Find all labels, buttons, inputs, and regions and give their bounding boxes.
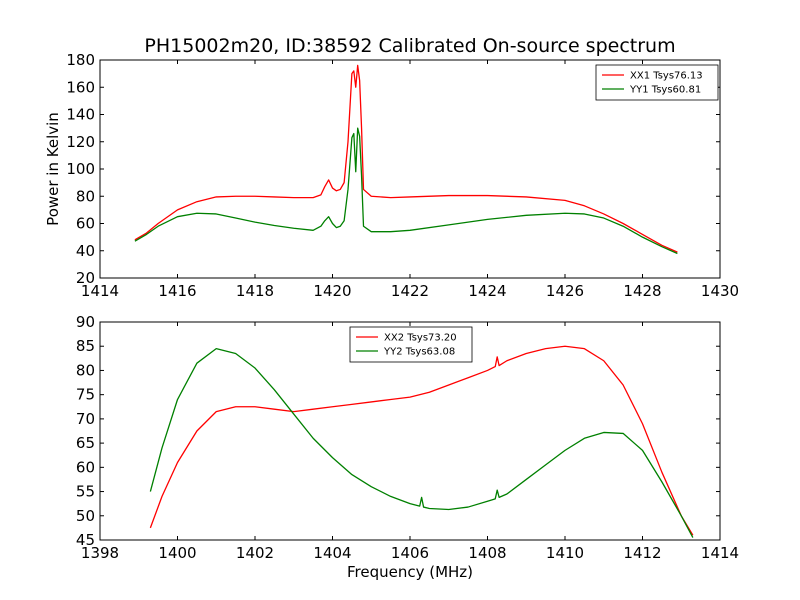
legend: XX2 Tsys73.20 YY2 Tsys63.08 [349,326,473,363]
series-line-xx1 [134,64,678,253]
figure-title: PH15002m20, ID:38592 Calibrated On-sourc… [144,35,675,57]
y-axis-label: Power in Kelvin [44,112,62,226]
x-tick-label: 1398 [81,544,119,562]
series-line-xx2 [149,345,694,536]
x-tick-label: 1414 [81,282,119,300]
x-tick-label: 1410 [546,544,584,562]
legend-label: XX2 Tsys73.20 [384,333,457,344]
legend-label: YY1 Tsys60.81 [629,85,701,96]
y-tick-label: 90 [76,313,95,331]
legend-label: YY2 Tsys63.08 [383,347,455,358]
x-tick-label: 1426 [546,282,584,300]
y-tick-label: 140 [66,106,95,124]
legend: XX1 Tsys76.13 YY1 Tsys60.81 [595,64,719,101]
y-tick-label: 85 [76,337,95,355]
y-tick-label: 45 [76,531,95,549]
legend-label: XX1 Tsys76.13 [630,71,703,82]
x-tick-label: 1400 [158,544,196,562]
y-tick-label: 180 [66,51,95,69]
y-tick-label: 80 [76,187,95,205]
y-tick-label: 60 [76,458,95,476]
legend-box [595,64,719,101]
x-tick-label: 1430 [701,282,739,300]
x-tick-label: 1406 [391,544,429,562]
x-tick-label: 1418 [236,282,274,300]
series-line-yy2 [149,347,694,538]
x-axis-label: Frequency (MHz) [347,563,473,581]
x-tick-label: 1416 [158,282,196,300]
x-tick-label: 1404 [313,544,351,562]
top-spectrum-plot: 1414 1416 1418 1420 1422 1424 1426 1428 1430 20 40… [44,51,739,300]
x-tick-label: 1414 [701,544,739,562]
y-tick-label: 20 [76,269,95,287]
y-tick-label: 75 [76,386,95,404]
y-tick-label: 100 [66,160,95,178]
y-tick-label: 120 [66,133,95,151]
x-tick-label: 1424 [468,282,506,300]
y-tick-label: 55 [76,483,95,501]
bottom-spectrum-plot: 1398 1400 1402 1404 1406 1408 1410 1412 1414 45 50… [76,313,739,581]
x-tick-label: 1402 [236,544,274,562]
x-tick-label: 1422 [391,282,429,300]
x-tick-label: 1428 [623,282,661,300]
y-tick-label: 80 [76,361,95,379]
series-line-yy1 [134,127,678,255]
x-tick-label: 1420 [313,282,351,300]
y-tick-label: 65 [76,434,95,452]
y-tick-label: 50 [76,507,95,525]
y-tick-label: 160 [66,78,95,96]
x-tick-label: 1408 [468,544,506,562]
x-tick-label: 1412 [623,544,661,562]
y-tick-label: 60 [76,215,95,233]
y-tick-label: 70 [76,410,95,428]
legend-box [349,326,473,363]
y-tick-label: 40 [76,242,95,260]
